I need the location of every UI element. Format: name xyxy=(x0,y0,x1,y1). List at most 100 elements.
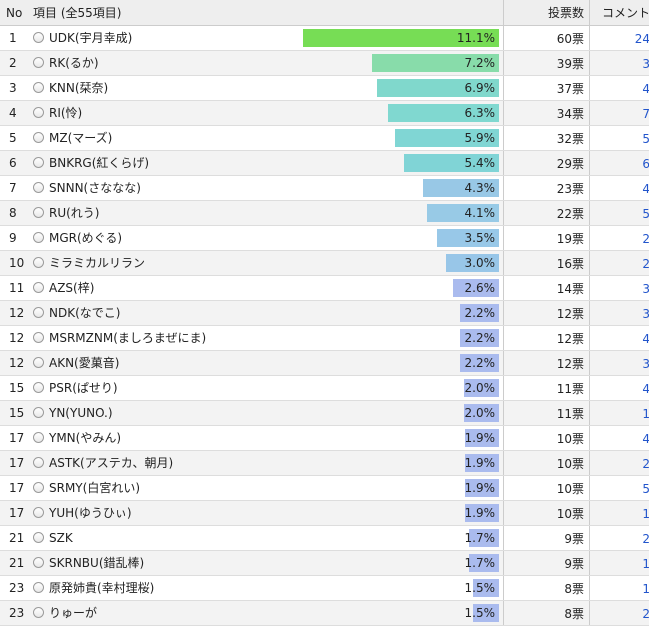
item-cell: SRMY(白宮れい)1.9% xyxy=(27,476,504,501)
vote-radio[interactable] xyxy=(33,282,44,293)
comments-link[interactable]: 5件 xyxy=(642,482,649,496)
vote-radio[interactable] xyxy=(33,82,44,93)
header-no[interactable]: No xyxy=(0,0,27,26)
header-votes[interactable]: 投票数 xyxy=(504,0,590,26)
comments-link[interactable]: 1件 xyxy=(642,582,649,596)
vote-radio[interactable] xyxy=(33,482,44,493)
comments-link[interactable]: 5件 xyxy=(642,207,649,221)
comments-cell: 5件 xyxy=(590,126,649,151)
votes-cell: 9票 xyxy=(504,551,590,576)
comments-link[interactable]: 24件 xyxy=(635,32,649,46)
comments-link[interactable]: 4件 xyxy=(642,82,649,96)
vote-radio[interactable] xyxy=(33,357,44,368)
comments-cell: 1件 xyxy=(590,401,649,426)
comments-link[interactable]: 3件 xyxy=(642,282,649,296)
rank-cell: 7 xyxy=(0,176,27,201)
item-cell: YUH(ゆうひぃ)1.9% xyxy=(27,501,504,526)
vote-radio[interactable] xyxy=(33,457,44,468)
vote-radio[interactable] xyxy=(33,57,44,68)
comments-link[interactable]: 4件 xyxy=(642,332,649,346)
rank-cell: 23 xyxy=(0,576,27,601)
percent-label: 1.9% xyxy=(465,451,496,475)
item-name: SKRNBU(錯乱棒) xyxy=(49,551,144,575)
vote-radio[interactable] xyxy=(33,532,44,543)
comments-link[interactable]: 3件 xyxy=(642,357,649,371)
vote-radio[interactable] xyxy=(33,32,44,43)
vote-radio[interactable] xyxy=(33,232,44,243)
votes-cell: 8票 xyxy=(504,576,590,601)
comments-link[interactable]: 2件 xyxy=(642,532,649,546)
comments-link[interactable]: 3件 xyxy=(642,307,649,321)
rank-cell: 6 xyxy=(0,151,27,176)
rank-cell: 15 xyxy=(0,401,27,426)
item-wrap: NDK(なでこ)2.2% xyxy=(27,301,503,325)
comments-link[interactable]: 5件 xyxy=(642,132,649,146)
votes-cell: 10票 xyxy=(504,501,590,526)
comments-link[interactable]: 1件 xyxy=(642,507,649,521)
vote-radio[interactable] xyxy=(33,432,44,443)
header-item[interactable]: 項目 (全55項目) xyxy=(27,0,504,26)
percent-label: 5.4% xyxy=(465,151,496,175)
item-cell: AKN(愛菓音)2.2% xyxy=(27,351,504,376)
vote-radio[interactable] xyxy=(33,132,44,143)
votes-cell: 8票 xyxy=(504,601,590,626)
item-name: YMN(やみん) xyxy=(49,426,121,450)
comments-link[interactable]: 3件 xyxy=(642,57,649,71)
vote-radio[interactable] xyxy=(33,507,44,518)
item-name: MSRMZNM(ましろまぜにま) xyxy=(49,326,206,350)
comments-link[interactable]: 2件 xyxy=(642,457,649,471)
vote-radio[interactable] xyxy=(33,382,44,393)
vote-radio[interactable] xyxy=(33,182,44,193)
percent-label: 1.9% xyxy=(465,501,496,525)
comments-link[interactable]: 2件 xyxy=(642,607,649,621)
item-wrap: SRMY(白宮れい)1.9% xyxy=(27,476,503,500)
item-name: MZ(マーズ) xyxy=(49,126,112,150)
rank-cell: 1 xyxy=(0,26,27,51)
comments-link[interactable]: 7件 xyxy=(642,107,649,121)
comments-cell: 2件 xyxy=(590,451,649,476)
vote-radio[interactable] xyxy=(33,407,44,418)
item-wrap: YMN(やみん)1.9% xyxy=(27,426,503,450)
item-wrap: SKRNBU(錯乱棒)1.7% xyxy=(27,551,503,575)
comments-link[interactable]: 1件 xyxy=(642,407,649,421)
vote-radio[interactable] xyxy=(33,332,44,343)
percent-label: 3.5% xyxy=(465,226,496,250)
comments-cell: 4件 xyxy=(590,76,649,101)
comments-link[interactable]: 4件 xyxy=(642,382,649,396)
item-name: PSR(ぱせり) xyxy=(49,376,118,400)
vote-radio[interactable] xyxy=(33,582,44,593)
comments-link[interactable]: 4件 xyxy=(642,182,649,196)
rank-cell: 12 xyxy=(0,301,27,326)
comments-cell: 3件 xyxy=(590,51,649,76)
comments-link[interactable]: 2件 xyxy=(642,257,649,271)
votes-cell: 39票 xyxy=(504,51,590,76)
percent-label: 4.1% xyxy=(465,201,496,225)
vote-radio[interactable] xyxy=(33,557,44,568)
comments-link[interactable]: 6件 xyxy=(642,157,649,171)
percent-label: 2.2% xyxy=(465,301,496,325)
comments-cell: 4件 xyxy=(590,376,649,401)
votes-cell: 60票 xyxy=(504,26,590,51)
vote-radio[interactable] xyxy=(33,107,44,118)
vote-radio[interactable] xyxy=(33,157,44,168)
item-wrap: YN(YUNO.)2.0% xyxy=(27,401,503,425)
comments-link[interactable]: 1件 xyxy=(642,557,649,571)
comments-link[interactable]: 2件 xyxy=(642,232,649,246)
vote-radio[interactable] xyxy=(33,307,44,318)
votes-cell: 10票 xyxy=(504,476,590,501)
item-wrap: MZ(マーズ)5.9% xyxy=(27,126,503,150)
comments-cell: 2件 xyxy=(590,226,649,251)
item-name: AZS(梓) xyxy=(49,276,94,300)
vote-radio[interactable] xyxy=(33,607,44,618)
vote-radio[interactable] xyxy=(33,207,44,218)
rank-cell: 17 xyxy=(0,501,27,526)
item-name: RU(れう) xyxy=(49,201,100,225)
comments-link[interactable]: 4件 xyxy=(642,432,649,446)
header-comments[interactable]: コメント数 xyxy=(590,0,649,26)
vote-radio[interactable] xyxy=(33,257,44,268)
